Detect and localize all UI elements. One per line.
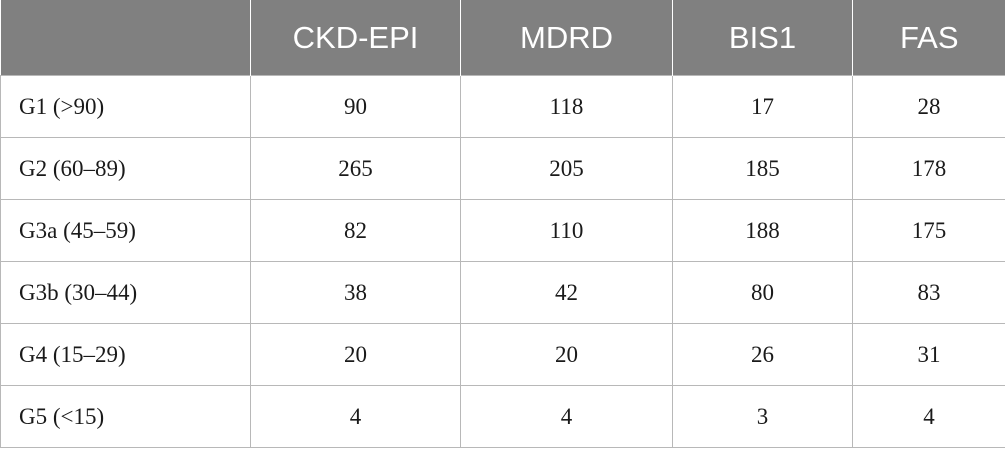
cell-ckd-epi: 4	[250, 385, 461, 448]
header-row: CKD-EPI MDRD BIS1 FAS	[0, 0, 1005, 76]
cell-fas: 4	[852, 385, 1005, 448]
header-cell-fas: FAS	[852, 0, 1005, 76]
cell-mdrd: 20	[460, 323, 673, 386]
table-row: G3b (30–44) 38 42 80 83	[0, 261, 1005, 324]
cell-ckd-epi: 20	[250, 323, 461, 386]
table-header: CKD-EPI MDRD BIS1 FAS	[0, 0, 1005, 76]
cell-bis1: 3	[672, 385, 853, 448]
table-row: G4 (15–29) 20 20 26 31	[0, 323, 1005, 386]
header-cell-bis1: BIS1	[672, 0, 853, 76]
header-cell-ckd-epi: CKD-EPI	[250, 0, 461, 76]
cell-ckd-epi: 38	[250, 261, 461, 324]
header-cell-mdrd: MDRD	[460, 0, 673, 76]
row-label: G2 (60–89)	[0, 137, 251, 200]
cell-fas: 28	[852, 75, 1005, 138]
row-label: G1 (>90)	[0, 75, 251, 138]
cell-fas: 178	[852, 137, 1005, 200]
cell-fas: 83	[852, 261, 1005, 324]
cell-bis1: 185	[672, 137, 853, 200]
cell-mdrd: 42	[460, 261, 673, 324]
cell-bis1: 17	[672, 75, 853, 138]
table-row: G2 (60–89) 265 205 185 178	[0, 137, 1005, 200]
cell-fas: 31	[852, 323, 1005, 386]
cell-bis1: 188	[672, 199, 853, 262]
cell-ckd-epi: 90	[250, 75, 461, 138]
table-body: G1 (>90) 90 118 17 28 G2 (60–89) 265 205…	[0, 75, 1005, 448]
table-row: G5 (<15) 4 4 3 4	[0, 385, 1005, 448]
cell-bis1: 80	[672, 261, 853, 324]
table-row: G3a (45–59) 82 110 188 175	[0, 199, 1005, 262]
gfr-stage-table: CKD-EPI MDRD BIS1 FAS G1 (>90) 90 118 17…	[0, 0, 1005, 448]
header-cell-blank	[0, 0, 251, 76]
row-label: G4 (15–29)	[0, 323, 251, 386]
cell-mdrd: 110	[460, 199, 673, 262]
row-label: G3b (30–44)	[0, 261, 251, 324]
cell-mdrd: 205	[460, 137, 673, 200]
cell-mdrd: 118	[460, 75, 673, 138]
cell-ckd-epi: 265	[250, 137, 461, 200]
cell-ckd-epi: 82	[250, 199, 461, 262]
table-row: G1 (>90) 90 118 17 28	[0, 75, 1005, 138]
cell-fas: 175	[852, 199, 1005, 262]
row-label: G3a (45–59)	[0, 199, 251, 262]
cell-bis1: 26	[672, 323, 853, 386]
cell-mdrd: 4	[460, 385, 673, 448]
row-label: G5 (<15)	[0, 385, 251, 448]
